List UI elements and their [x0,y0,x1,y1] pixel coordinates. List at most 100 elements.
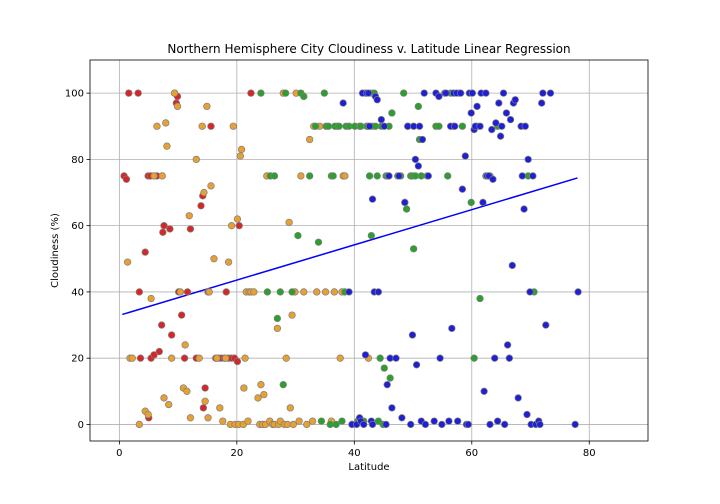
data-point [458,185,467,193]
data-point [445,417,453,425]
data-point [520,205,528,213]
data-point [574,288,582,296]
data-point [224,258,233,266]
data-point [222,288,230,296]
data-point [341,172,349,180]
data-point [173,102,182,111]
data-point [300,92,308,101]
data-point [364,89,373,97]
data-point [235,222,243,230]
data-point [420,89,428,97]
data-point [489,175,497,183]
data-point [186,414,195,422]
data-point [183,288,192,296]
data-point [306,135,314,144]
data-point [289,420,297,429]
data-point [361,351,370,359]
x-tick-label: 80 [583,448,596,459]
data-point [260,390,268,399]
data-point [376,354,384,362]
data-point [177,311,186,319]
data-point [282,354,290,362]
data-point [368,420,377,429]
data-point [408,331,417,339]
data-point [329,172,337,180]
data-point [294,231,302,240]
data-point [373,96,381,104]
data-point [468,89,477,97]
x-axis-label: Latitude [348,462,389,473]
data-point [158,172,166,180]
data-point [536,420,544,429]
data-point [233,357,242,366]
data-point [498,122,506,130]
data-point [461,152,469,160]
data-point [365,172,374,180]
data-point [135,420,143,429]
data-point [122,175,131,183]
data-point [467,198,475,207]
data-point [300,288,308,296]
data-point [514,394,522,402]
data-point [276,288,284,296]
data-point [388,109,396,117]
data-point [281,89,290,97]
x-tick-label: 0 [116,448,122,459]
data-point [160,394,168,402]
data-point [250,288,258,296]
data-point [365,122,374,130]
data-point [219,417,227,425]
data-point [383,381,391,389]
data-point [201,384,209,392]
data-point [192,155,200,164]
data-point [470,354,478,362]
ticks: 0 20 40 60 80 0 20 40 60 80 100 [65,89,596,459]
data-point [295,417,303,425]
data-point [412,361,421,369]
data-point [324,122,333,130]
data-point [524,155,532,164]
data-point [303,420,311,429]
data-point [435,122,443,130]
data-point [257,89,265,97]
data-point [482,89,490,97]
data-point [273,314,282,323]
data-point [123,258,132,266]
data-point [136,354,145,362]
data-point [476,122,484,130]
data-point [244,417,252,425]
data-point [395,172,403,180]
data-point [456,89,465,97]
data-point [170,89,179,97]
data-point [180,354,189,362]
data-point [237,145,246,154]
data-point [195,354,203,362]
data-point [386,374,394,382]
data-point [505,354,514,362]
data-point [495,99,503,107]
data-point [414,162,422,170]
data-point [444,172,452,180]
data-point [165,400,173,409]
data-point [338,417,346,425]
data-point [321,288,330,296]
data-point [377,115,385,124]
data-point [539,89,547,97]
data-point [150,172,158,180]
data-point [388,404,396,412]
data-point [144,410,152,419]
data-point [526,288,534,296]
data-point [373,172,381,180]
data-point [521,122,529,130]
y-tick-label: 20 [71,354,84,365]
data-point [511,96,519,104]
data-point [458,122,467,130]
data-point [502,109,511,117]
data-point [198,122,206,130]
data-point [367,231,375,240]
data-point [167,354,176,362]
data-point [345,288,353,296]
data-point [210,255,218,263]
data-point [233,215,242,223]
data-point [314,238,323,246]
